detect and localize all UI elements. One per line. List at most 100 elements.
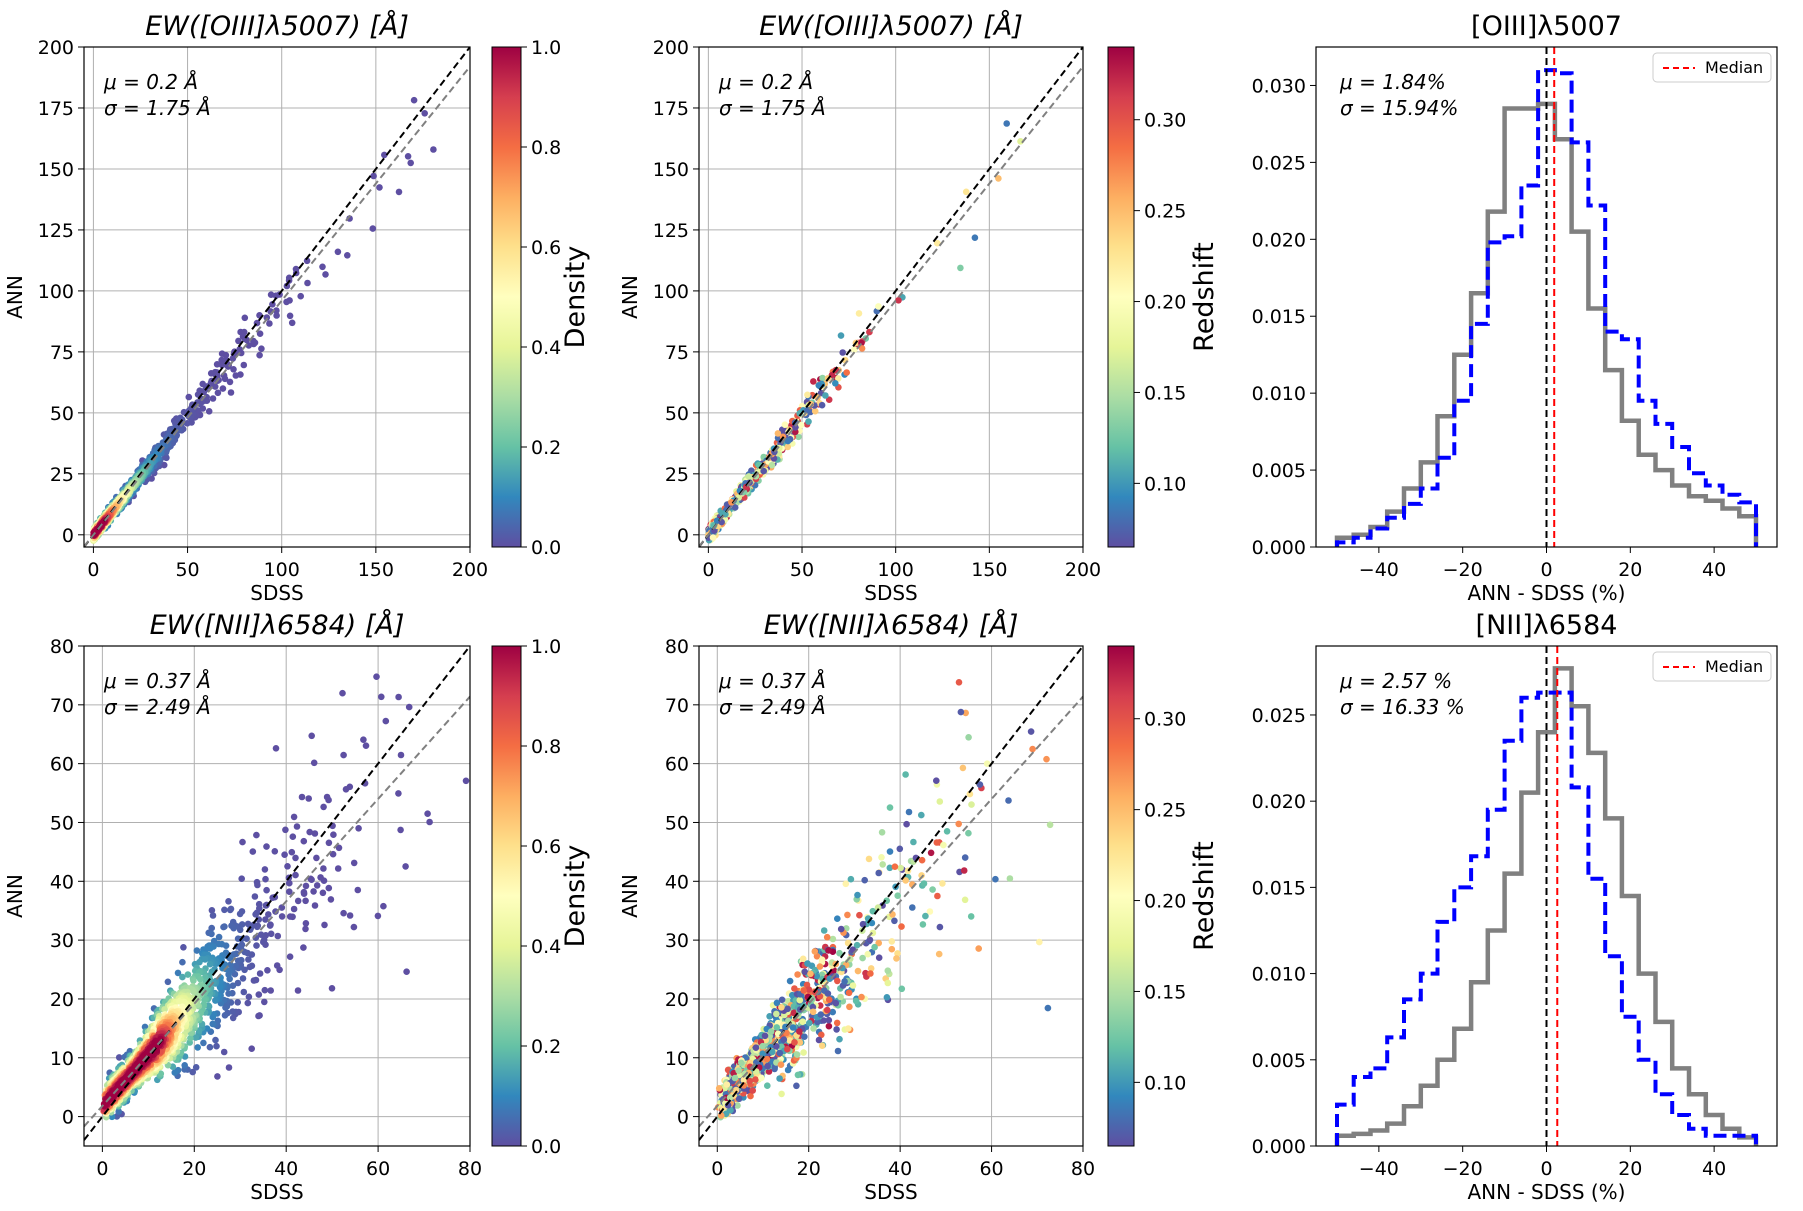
axes: 0 20 40 60 80 0 10 20 30 40 50 60 70 80 SDSS ANN: [618, 636, 1095, 1204]
y-tick-label: 150: [653, 159, 689, 181]
data-point: [778, 1004, 785, 1011]
data-point: [809, 1008, 817, 1016]
data-point: [976, 781, 984, 788]
data-point: [430, 146, 437, 153]
data-point: [209, 912, 217, 919]
data-point: [290, 813, 298, 821]
data-point: [939, 880, 946, 887]
data-point: [320, 803, 327, 811]
x-tick-label: 50: [790, 559, 814, 581]
y-tick-label: 0: [677, 525, 689, 547]
data-point: [283, 282, 291, 290]
data-point: [834, 915, 841, 922]
data-point: [886, 848, 894, 855]
data-point: [192, 1064, 200, 1071]
data-point: [228, 922, 235, 929]
data-point: [190, 977, 197, 984]
data-point: [355, 825, 362, 832]
data-point: [251, 893, 259, 900]
data-point: [196, 958, 203, 966]
data-point: [747, 1092, 754, 1100]
data-point: [858, 345, 866, 352]
data-point: [995, 175, 1002, 182]
data-point: [286, 913, 294, 920]
y-tick-label: 75: [50, 342, 74, 364]
data-point: [262, 875, 269, 883]
stat-sigma: σ = 1.75 Å: [104, 96, 211, 120]
axes: 0 50 100 150 200 0 25 50 75 100 125 150 175 200 SDSS AN…: [3, 37, 488, 605]
y-tick-label: 200: [653, 37, 689, 59]
plot-area: [84, 645, 471, 1146]
x-tick-label: 0: [87, 559, 99, 581]
data-point: [239, 975, 247, 982]
data-point: [929, 886, 936, 893]
data-point: [759, 1042, 766, 1050]
data-point: [810, 378, 817, 385]
data-point: [313, 882, 321, 889]
data-point: [397, 826, 404, 834]
chart-title: [NII]λ6584: [1476, 610, 1618, 641]
colorbar: 0.0 0.2 0.4 0.6 0.8 1.0 Density: [491, 636, 591, 1158]
data-point: [302, 882, 310, 890]
stat-mean: μ = 0.37 Å: [718, 669, 826, 693]
data-point: [793, 1051, 801, 1058]
data-point: [778, 1090, 785, 1098]
data-point: [171, 1069, 179, 1076]
data-point: [983, 760, 991, 767]
x-tick-label: 40: [1702, 1158, 1726, 1180]
data-point: [293, 823, 301, 830]
stat-sigma: σ = 1.75 Å: [719, 96, 826, 120]
colorbar-tick-label: 0.10: [1144, 1072, 1186, 1094]
data-point: [256, 330, 264, 338]
data-point: [266, 320, 273, 327]
data-point: [184, 971, 192, 978]
data-point: [378, 693, 385, 701]
data-point: [896, 845, 904, 853]
data-point: [837, 332, 845, 339]
data-point: [176, 998, 183, 1005]
data-point: [852, 997, 860, 1005]
data-point: [834, 977, 841, 985]
colorbar-gradient: [1107, 645, 1135, 1147]
data-point: [835, 375, 842, 382]
y-tick-label: 0.015: [1252, 306, 1306, 328]
data-point: [957, 708, 965, 716]
chart-title: EW([OIII]λ5007) [Å]: [759, 10, 1023, 42]
data-point: [292, 871, 299, 879]
data-point: [858, 993, 865, 1001]
data-point: [213, 361, 221, 368]
data-point: [837, 925, 845, 933]
data-point: [221, 906, 228, 914]
data-point: [784, 1005, 791, 1013]
data-point: [816, 963, 824, 970]
fit-line: [699, 65, 1083, 547]
stat-mean: μ = 1.84%: [1339, 70, 1446, 94]
data-point: [784, 443, 791, 451]
data-point: [174, 969, 182, 977]
data-point: [360, 736, 367, 743]
y-tick-label: 60: [50, 754, 74, 776]
data-point: [918, 872, 925, 879]
data-point: [764, 1082, 771, 1089]
colorbar-label: Redshift: [1189, 841, 1220, 951]
data-point: [962, 188, 970, 196]
y-tick-label: 30: [665, 930, 689, 952]
data-point: [241, 314, 249, 322]
data-point: [784, 437, 792, 445]
data-point: [894, 950, 901, 957]
data-point: [794, 971, 801, 978]
colorbar-tick-label: 0.25: [1144, 800, 1186, 822]
y-tick-label: 125: [38, 220, 74, 242]
data-point: [260, 938, 267, 946]
data-point: [219, 385, 227, 392]
data-point: [218, 361, 226, 369]
colorbar-tick-label: 1.0: [531, 37, 561, 59]
colorbar-tick-label: 0.8: [531, 736, 561, 758]
legend-box: [1652, 651, 1772, 682]
data-point: [810, 1025, 817, 1032]
x-tick-label: 20: [182, 1158, 206, 1180]
data-point: [273, 962, 281, 969]
colorbar-tick-label: 0.4: [531, 936, 561, 958]
fit-line: [84, 695, 470, 1128]
data-point: [853, 941, 861, 949]
